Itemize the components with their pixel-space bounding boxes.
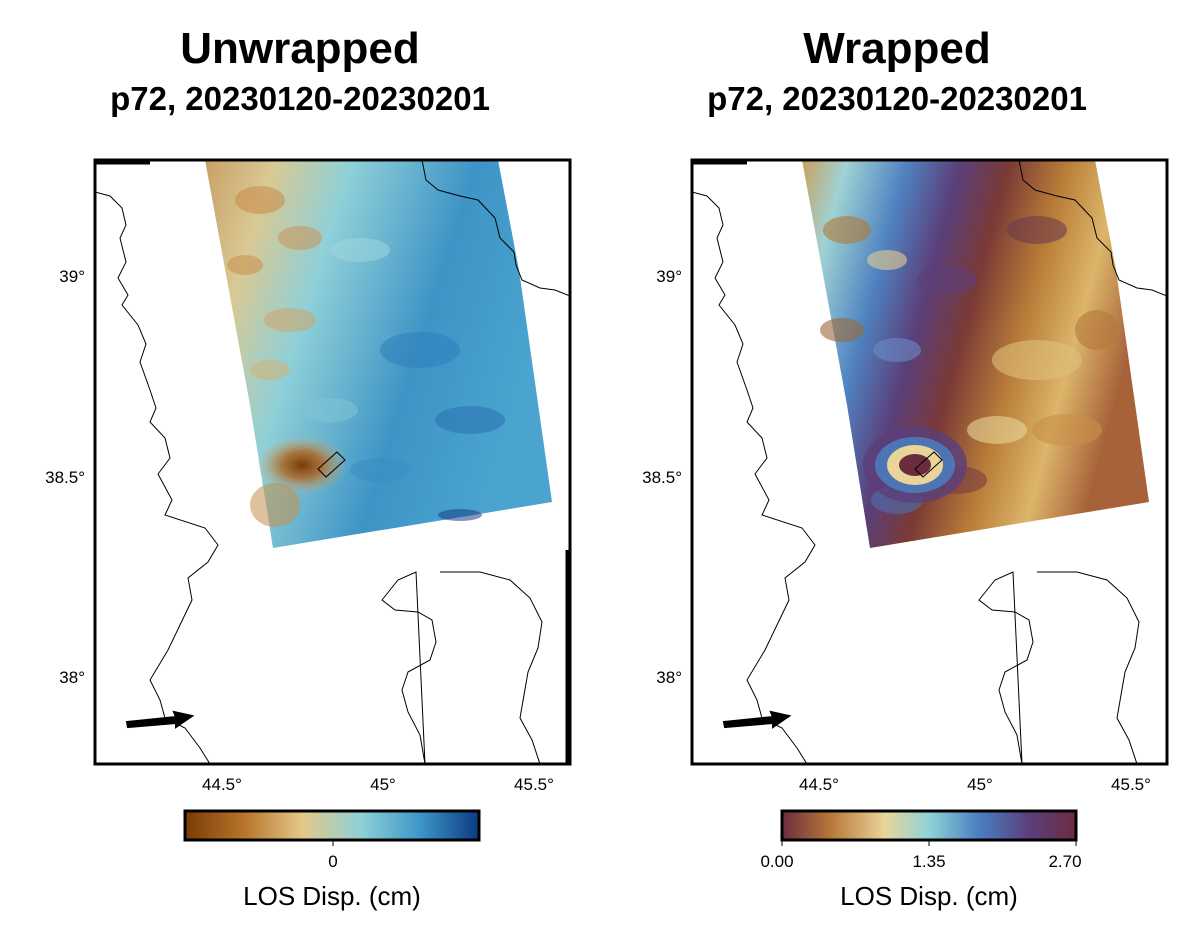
panel-subtitle: p72, 20230120-20230201 (110, 80, 490, 117)
y-tick-label: 39° (59, 267, 85, 286)
x-tick-label: 45° (370, 775, 396, 794)
wrapped-map: 39° 38.5° 38° 44.5° 45° 45.5° 0.00 1.35 … (642, 158, 1169, 911)
colorbar (780, 809, 1078, 842)
lake-outline (381, 571, 543, 764)
x-tick-label: 44.5° (799, 775, 839, 794)
y-tick-label: 38.5° (45, 468, 85, 487)
deformation-hotspot (256, 435, 348, 495)
coastline-west (692, 191, 816, 764)
swath-texture (227, 186, 505, 521)
fault-box (317, 451, 346, 478)
x-tick-label: 45° (967, 775, 993, 794)
border-northeast (1018, 160, 1167, 297)
map-frame (690, 158, 1169, 766)
border-northeast (421, 160, 570, 297)
colorbar-tick-label: 1.35 (912, 852, 945, 871)
colorbar-tick-label: 2.70 (1048, 852, 1081, 871)
fault-box (914, 451, 943, 478)
unwrapped-panel: Unwrapped p72, 20230120-20230201 (45, 24, 572, 911)
colorbar (183, 809, 481, 842)
look-direction-arrow (125, 710, 195, 729)
y-tick-label: 38° (656, 668, 682, 687)
colorbar-tick-label: 0.00 (760, 852, 793, 871)
look-direction-arrow (722, 710, 792, 729)
coastline-west (95, 191, 219, 764)
y-tick-label: 38° (59, 668, 85, 687)
colorbar-label: LOS Disp. (cm) (243, 881, 421, 911)
colorbar-label: LOS Disp. (cm) (840, 881, 1018, 911)
panel-subtitle: p72, 20230120-20230201 (707, 80, 1087, 117)
x-tick-label: 44.5° (202, 775, 242, 794)
wrapped-panel: Wrapped p72, 20230120-20230201 (597, 0, 1197, 945)
map-frame (93, 158, 572, 766)
x-tick-label: 45.5° (1111, 775, 1151, 794)
unwrapped-map: 39° 38.5° 38° 44.5° 45° 45.5° 0 LOS Disp… (45, 158, 572, 911)
colorbar-tick-label: 0 (328, 852, 337, 871)
y-tick-label: 38.5° (642, 468, 682, 487)
y-tick-label: 39° (656, 267, 682, 286)
lake-outline (978, 571, 1140, 764)
panel-title: Unwrapped (180, 24, 420, 73)
deformation-fringes (863, 427, 967, 503)
panel-title: Wrapped (803, 24, 991, 73)
x-tick-label: 45.5° (514, 775, 554, 794)
